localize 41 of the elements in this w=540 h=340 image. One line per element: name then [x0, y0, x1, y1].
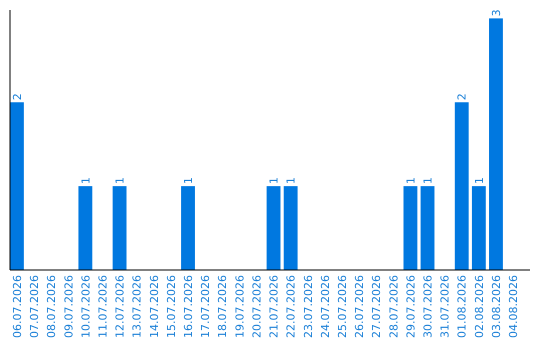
data-label: 1 — [422, 177, 435, 184]
x-tick-label: 12.07.2026 — [114, 275, 127, 338]
x-tick-label: 01.08.2026 — [456, 275, 469, 338]
x-tick-label: 24.07.2026 — [318, 275, 332, 338]
data-label: 2 — [456, 93, 469, 100]
x-tick-label: 02.08.2026 — [472, 275, 486, 338]
x-tick-label: 19.07.2026 — [233, 275, 246, 338]
data-label: 1 — [114, 177, 127, 184]
x-tick-label: 22.07.2026 — [284, 275, 298, 338]
x-tick-label: 11.07.2026 — [96, 275, 110, 338]
x-tick-label: 31.07.2026 — [438, 275, 452, 338]
x-tick-label: 16.07.2026 — [182, 275, 196, 338]
x-tick-label: 27.07.2026 — [370, 275, 384, 338]
x-tick-label: 03.08.2026 — [490, 275, 503, 338]
data-label: 1 — [284, 177, 298, 184]
data-label: 1 — [79, 177, 92, 184]
x-tick-label: 15.07.2026 — [164, 275, 178, 338]
data-label: 1 — [268, 177, 281, 184]
x-tick-label: 30.07.2026 — [422, 275, 435, 338]
x-tick-label: 13.07.2026 — [130, 275, 144, 338]
data-label: 1 — [404, 177, 418, 184]
x-tick-label: 06.07.2026 — [10, 275, 24, 338]
data-label: 2 — [10, 93, 24, 100]
data-label: 1 — [182, 177, 196, 184]
x-tick-label: 21.07.2026 — [268, 275, 281, 338]
x-tick-label: 14.07.2026 — [148, 275, 161, 338]
x-tick-label: 17.07.2026 — [199, 275, 212, 338]
x-tick-label: 07.07.2026 — [28, 275, 42, 338]
x-tick-label: 10.07.2026 — [79, 275, 92, 338]
data-label: 3 — [490, 9, 503, 16]
x-tick-label: 18.07.2026 — [216, 275, 230, 338]
x-tick-label: 25.07.2026 — [336, 275, 349, 338]
x-tick-label: 26.07.2026 — [353, 275, 366, 338]
x-tick-label: 23.07.2026 — [302, 275, 315, 338]
data-label: 1 — [472, 177, 486, 184]
x-tick-label: 04.08.2026 — [507, 275, 520, 338]
x-tick-label: 09.07.2026 — [62, 275, 76, 338]
x-tick-label: 29.07.2026 — [404, 275, 418, 338]
x-tick-label: 28.07.2026 — [387, 275, 400, 338]
x-tick-label: 08.07.2026 — [45, 275, 58, 338]
x-tick-label: 20.07.2026 — [250, 275, 264, 338]
